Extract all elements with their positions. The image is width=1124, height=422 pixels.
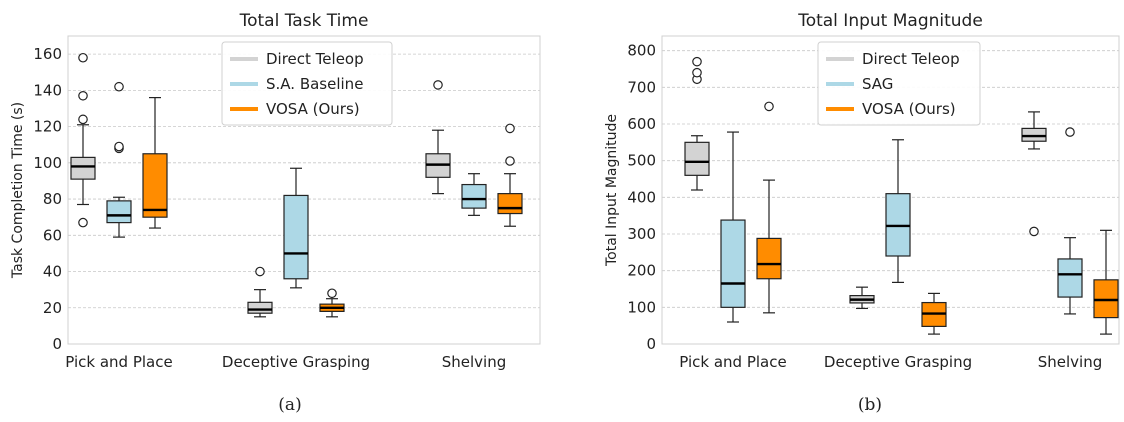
x-tick-label: Pick and Place	[679, 353, 786, 371]
box-body	[142, 153, 168, 218]
box-body	[1057, 258, 1083, 298]
y-tick-label: 100	[627, 298, 656, 316]
y-tick-label: 60	[43, 226, 62, 244]
outlier-point	[78, 52, 88, 63]
y-tick-label: 300	[627, 225, 656, 243]
x-tick-label: Deceptive Grasping	[824, 353, 972, 371]
outlier-point	[1029, 226, 1039, 237]
box-vosa-ours--1	[756, 101, 782, 314]
box-direct-teleop-2	[849, 286, 875, 310]
y-tick-label: 800	[627, 42, 656, 60]
plot-frame	[661, 35, 1120, 345]
box-body	[1021, 127, 1047, 142]
outlier-point	[78, 217, 88, 228]
y-tick-label: 100	[33, 154, 62, 172]
legend-label: S.A. Baseline	[266, 75, 363, 93]
y-tick-label: 120	[33, 118, 62, 136]
plot-frame	[67, 35, 541, 345]
box-sag-1	[720, 131, 746, 323]
box-body	[283, 194, 309, 280]
legend-box	[221, 41, 393, 126]
x-tick-label: Shelving	[442, 353, 507, 371]
outlier-point	[505, 123, 515, 134]
y-tick-label: 400	[627, 188, 656, 206]
y-tick-label: 600	[627, 115, 656, 133]
box-s-a-baseline-1	[106, 81, 132, 238]
box-body	[684, 141, 710, 176]
box-vosa-ours--3	[497, 123, 523, 227]
legend-label: Direct Teleop	[862, 50, 960, 68]
box-body	[497, 193, 523, 215]
outlier-point	[505, 156, 515, 166]
legend-label: VOSA (Ours)	[266, 100, 360, 118]
box-direct-teleop-2	[247, 266, 273, 318]
outlier-point	[255, 266, 265, 277]
outlier-point	[78, 90, 88, 101]
y-tick-label: 140	[33, 81, 62, 99]
outlier-point	[327, 288, 337, 299]
box-body	[106, 200, 132, 224]
legend-box	[817, 41, 981, 126]
outlier-point	[1065, 127, 1075, 137]
legend-label: Direct Teleop	[266, 50, 364, 68]
y-tick-label: 500	[627, 152, 656, 170]
figure-caption: (a)	[278, 395, 301, 415]
box-body	[756, 237, 782, 280]
y-tick-label: 0	[646, 335, 656, 353]
y-tick-label: 80	[43, 190, 62, 208]
y-tick-label: 160	[33, 45, 62, 63]
box-vosa-ours--2	[319, 288, 345, 318]
box-vosa-ours--3	[1093, 229, 1119, 335]
x-tick-label: Deceptive Grasping	[222, 353, 370, 371]
outlier-point	[692, 56, 702, 67]
box-direct-teleop-1	[684, 56, 710, 191]
legend: Direct Teleop S.A. Baseline VOSA (Ours)	[221, 41, 393, 126]
box-direct-teleop-1	[70, 52, 96, 228]
box-body	[247, 301, 273, 314]
outlier-point	[433, 80, 443, 90]
outlier-point	[114, 141, 124, 152]
outlier-point	[114, 81, 124, 92]
box-direct-teleop-3	[425, 80, 451, 195]
y-tick-label: 700	[627, 78, 656, 96]
legend-label: VOSA (Ours)	[862, 100, 956, 118]
chart-title: Total Task Time	[239, 11, 369, 31]
y-tick-label: 200	[627, 262, 656, 280]
box-body	[720, 219, 746, 308]
box-body	[1093, 279, 1119, 319]
legend-label: SAG	[862, 75, 893, 93]
legend: Direct Teleop SAG VOSA (Ours)	[817, 41, 981, 126]
x-tick-label: Pick and Place	[65, 353, 172, 371]
y-tick-label: 20	[43, 299, 62, 317]
x-tick-label: Shelving	[1038, 353, 1103, 371]
box-s-a-baseline-2	[283, 167, 309, 289]
box-sag-2	[885, 139, 911, 283]
y-axis-label: Task Completion Time (s)	[10, 102, 26, 279]
outlier-point	[692, 67, 702, 78]
outlier-point	[764, 101, 774, 112]
box-sag-3	[1057, 127, 1083, 315]
box-vosa-ours--2	[921, 292, 947, 335]
box-direct-teleop-3	[1021, 111, 1047, 237]
y-axis-label: Total Input Magnitude	[604, 114, 620, 267]
chart-title: Total Input Magnitude	[797, 11, 983, 31]
outlier-point	[78, 114, 88, 125]
y-tick-label: 40	[43, 263, 62, 281]
box-body	[70, 156, 96, 180]
box-s-a-baseline-3	[461, 173, 487, 216]
figure-caption: (b)	[858, 395, 882, 415]
chart-panel-1: 0 20 40 60 80 100 120 140 160 Total Task Time Task…	[10, 11, 541, 415]
chart-panel-2: 0 100 200 300 400 500 600 700 800 Total Input Mag…	[604, 11, 1120, 415]
box-body	[461, 183, 487, 209]
box-vosa-ours--1	[142, 96, 168, 229]
y-tick-label: 0	[52, 335, 62, 353]
